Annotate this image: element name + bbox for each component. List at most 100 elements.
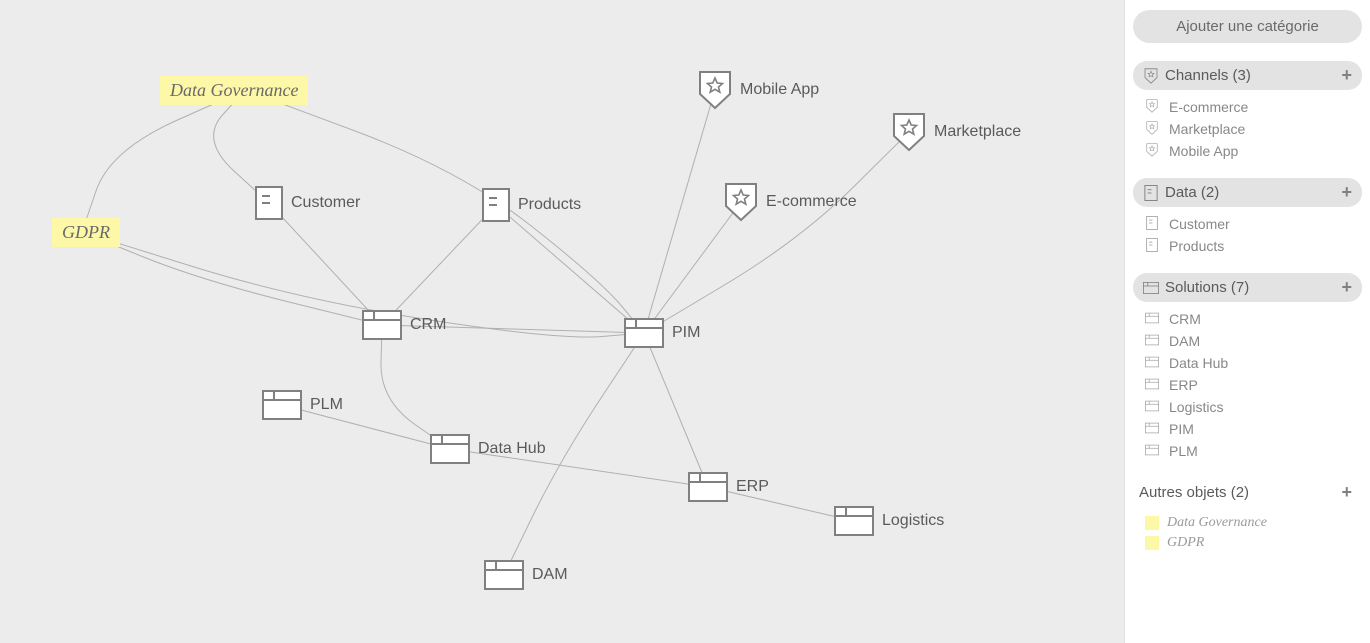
shield-icon <box>1145 121 1161 137</box>
doc-icon <box>1143 185 1159 201</box>
box-icon <box>1145 421 1161 437</box>
node-mobileapp[interactable]: Mobile App <box>698 70 819 110</box>
sidebar-item[interactable]: Mobile App <box>1133 140 1362 162</box>
node-logistics[interactable]: Logistics <box>834 506 944 536</box>
sidebar-item[interactable]: PIM <box>1133 418 1362 440</box>
add-category-button[interactable]: Ajouter une catégorie <box>1133 10 1362 43</box>
node-label: PLM <box>310 396 343 414</box>
box-icon <box>262 390 302 420</box>
plus-icon[interactable]: + <box>1341 182 1352 203</box>
shield-icon <box>698 70 732 110</box>
sidebar-item-label: Data Hub <box>1169 355 1228 371</box>
box-icon <box>1145 443 1161 459</box>
node-datahub[interactable]: Data Hub <box>430 434 546 464</box>
sticky-swatch <box>1145 516 1159 530</box>
box-icon <box>834 506 874 536</box>
node-label: DAM <box>532 566 568 584</box>
sidebar-item[interactable]: E-commerce <box>1133 96 1362 118</box>
sidebar-group-solutions: Solutions (7) + CRM DAM Data Hub ERP Log… <box>1133 273 1362 462</box>
edge <box>381 325 450 449</box>
doc-icon <box>1145 216 1161 232</box>
shield-icon <box>1145 143 1161 159</box>
sidebar-other-item[interactable]: GDPR <box>1133 533 1362 553</box>
edge <box>382 205 496 325</box>
sidebar-group-data: Data (2) + Customer Products <box>1133 178 1362 257</box>
sidebar-item-label: E-commerce <box>1169 99 1248 115</box>
sidebar-item-label: Marketplace <box>1169 121 1245 137</box>
sidebar-other-item[interactable]: Data Governance <box>1133 513 1362 533</box>
diagram-canvas[interactable]: Customer Products Mobile App Marketplace… <box>0 0 1124 643</box>
sidebar-item[interactable]: PLM <box>1133 440 1362 462</box>
shield-icon <box>892 112 926 152</box>
group-title: Channels (3) <box>1165 67 1335 84</box>
node-crm[interactable]: CRM <box>362 310 446 340</box>
group-header-solutions[interactable]: Solutions (7) + <box>1133 273 1362 302</box>
sidebar-item-label: PLM <box>1169 443 1198 459</box>
plus-icon[interactable]: + <box>1341 65 1352 86</box>
box-icon <box>1145 333 1161 349</box>
sidebar-item-label: Products <box>1169 238 1224 254</box>
node-customer[interactable]: Customer <box>255 186 360 220</box>
box-icon <box>484 560 524 590</box>
sidebar-item[interactable]: Customer <box>1133 213 1362 235</box>
sidebar-item[interactable]: Marketplace <box>1133 118 1362 140</box>
group-title: Data (2) <box>1165 184 1335 201</box>
box-icon <box>1145 311 1161 327</box>
sidebar-item-label: CRM <box>1169 311 1201 327</box>
sticky-gdpr[interactable]: GDPR <box>52 218 120 247</box>
node-dam[interactable]: DAM <box>484 560 568 590</box>
other-title: Autres objets (2) <box>1139 484 1335 501</box>
group-header-channels[interactable]: Channels (3) + <box>1133 61 1362 90</box>
plus-icon[interactable]: + <box>1341 482 1352 503</box>
sidebar-item[interactable]: Logistics <box>1133 396 1362 418</box>
node-label: PIM <box>672 324 700 342</box>
edge <box>644 90 715 333</box>
node-label: E-commerce <box>766 193 857 211</box>
shield-icon <box>724 182 758 222</box>
sidebar-item-label: PIM <box>1169 421 1194 437</box>
node-label: Logistics <box>882 512 944 530</box>
sidebar-item[interactable]: Data Hub <box>1133 352 1362 374</box>
node-label: ERP <box>736 478 769 496</box>
sidebar-item-label: GDPR <box>1167 535 1204 551</box>
node-pim[interactable]: PIM <box>624 318 700 348</box>
node-ecommerce[interactable]: E-commerce <box>724 182 857 222</box>
node-erp[interactable]: ERP <box>688 472 769 502</box>
box-icon <box>1145 355 1161 371</box>
edge <box>644 132 909 333</box>
group-header-data[interactable]: Data (2) + <box>1133 178 1362 207</box>
other-header[interactable]: Autres objets (2) + <box>1133 478 1362 507</box>
sidebar-item[interactable]: ERP <box>1133 374 1362 396</box>
sidebar-item[interactable]: Products <box>1133 235 1362 257</box>
node-marketplace[interactable]: Marketplace <box>892 112 1021 152</box>
box-icon <box>624 318 664 348</box>
plus-icon[interactable]: + <box>1341 277 1352 298</box>
sidebar-item[interactable]: CRM <box>1133 308 1362 330</box>
sidebar-item-label: DAM <box>1169 333 1200 349</box>
shield-icon <box>1145 99 1161 115</box>
sidebar-item[interactable]: DAM <box>1133 330 1362 352</box>
sticky-datagov[interactable]: Data Governance <box>160 76 308 105</box>
box-icon <box>430 434 470 464</box>
edge <box>496 205 644 333</box>
doc-icon <box>255 186 283 220</box>
box-icon <box>362 310 402 340</box>
node-plm[interactable]: PLM <box>262 390 343 420</box>
sidebar-group-channels: Channels (3) + E-commerce Marketplace Mo… <box>1133 61 1362 162</box>
doc-icon <box>1145 238 1161 254</box>
sidebar-item-label: Data Governance <box>1167 515 1267 531</box>
sidebar: Ajouter une catégorie Channels (3) + E-c… <box>1124 0 1370 643</box>
box-icon <box>1145 399 1161 415</box>
node-label: Mobile App <box>740 81 819 99</box>
sticky-swatch <box>1145 536 1159 550</box>
sidebar-item-label: Customer <box>1169 216 1230 232</box>
node-label: Marketplace <box>934 123 1021 141</box>
edge <box>82 232 382 325</box>
doc-icon <box>482 188 510 222</box>
box-icon <box>1143 280 1159 296</box>
node-products[interactable]: Products <box>482 188 581 222</box>
shield-icon <box>1143 68 1159 84</box>
group-title: Solutions (7) <box>1165 279 1335 296</box>
node-label: CRM <box>410 316 446 334</box>
edge <box>644 333 708 487</box>
